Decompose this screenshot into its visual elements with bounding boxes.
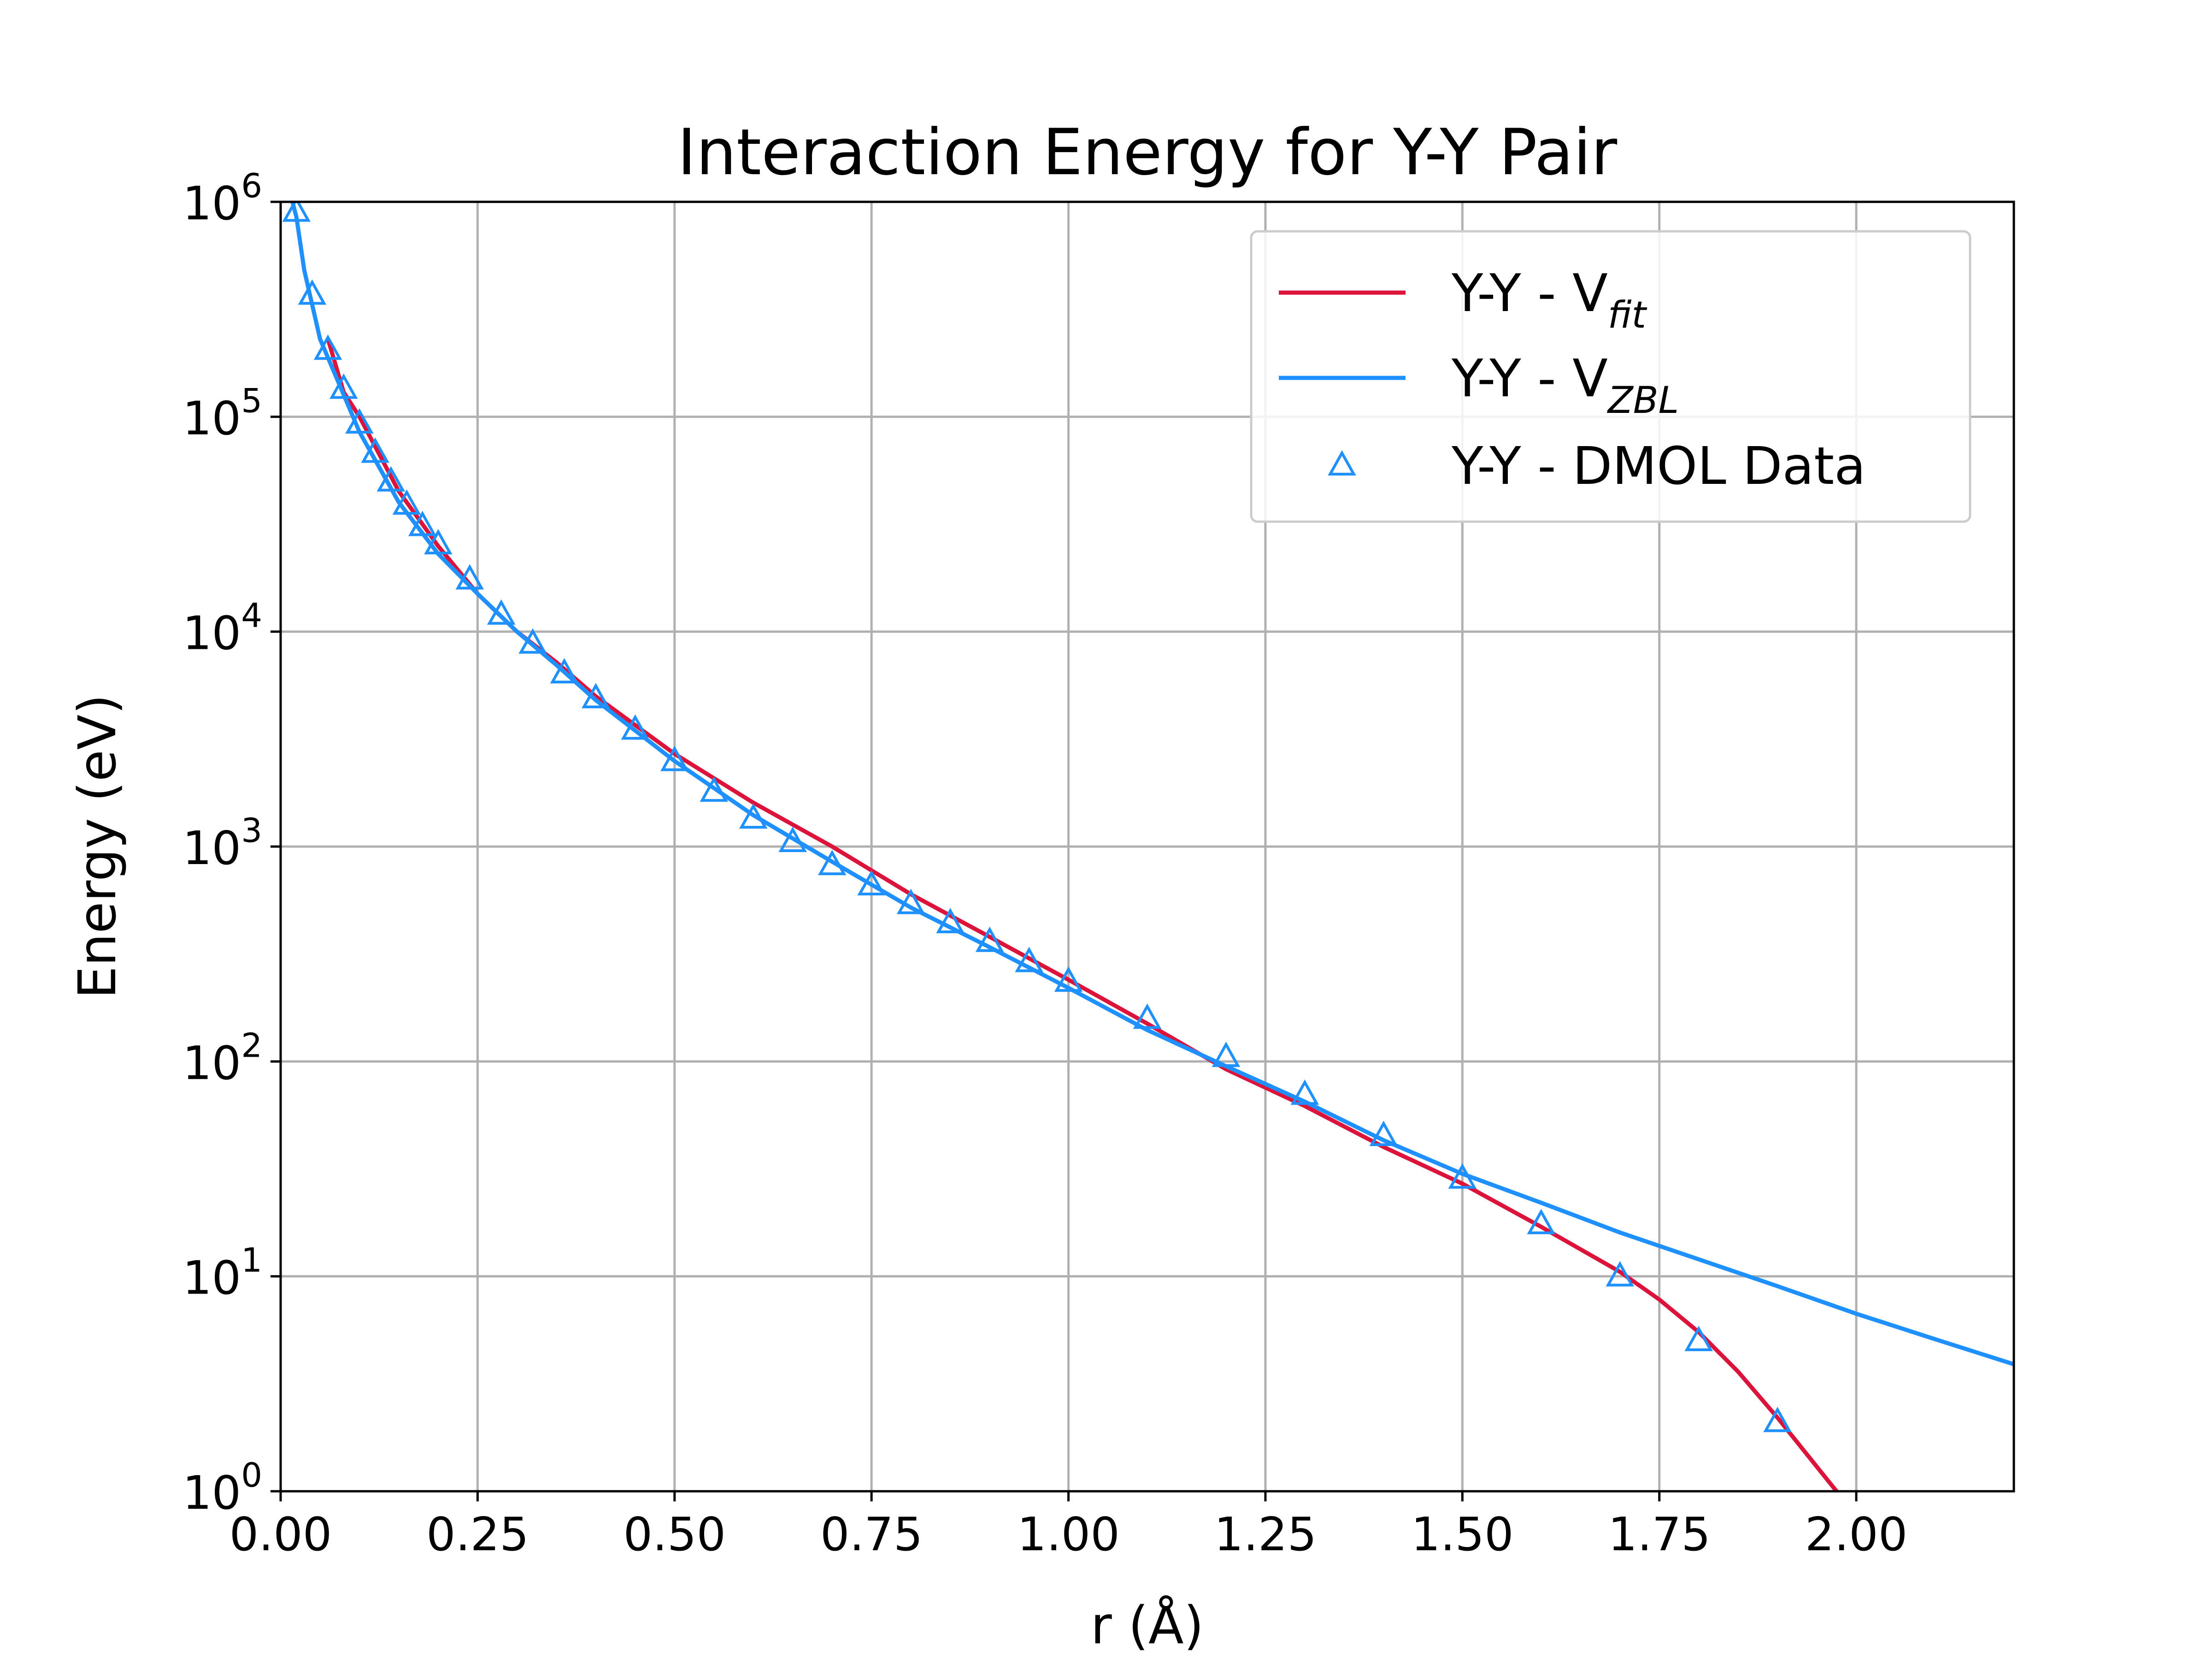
chart-title: Interaction Energy for Y-Y Pair: [677, 115, 1618, 189]
data-point: [582, 682, 610, 709]
data-point: [1054, 966, 1083, 992]
data-point: [1527, 1209, 1556, 1235]
x-tick-label: 0.00: [229, 1507, 332, 1561]
data-point: [857, 870, 886, 896]
y-tick-label: 104: [182, 596, 262, 660]
data-point: [1290, 1079, 1319, 1105]
legend-entry-label: Y-Y - VZBL: [1451, 349, 1679, 422]
data-point: [818, 850, 847, 876]
legend: Y-Y - Vfit Y-Y - VZBL Y-Y - DMOL Data: [1250, 230, 1971, 523]
data-point: [424, 529, 453, 554]
legend-entry-label: Y-Y - Vfit: [1451, 264, 1647, 336]
data-point: [329, 373, 358, 399]
series-line-zbl: [290, 202, 2014, 1366]
data-point: [1684, 1325, 1713, 1351]
data-point: [345, 408, 374, 434]
legend-swatch-marker: [1328, 450, 1356, 476]
data-point: [700, 776, 729, 802]
data-point: [392, 489, 421, 515]
x-tick-label: 1.25: [1214, 1507, 1317, 1561]
data-point: [377, 466, 406, 492]
x-tick-label: 0.25: [426, 1507, 529, 1561]
y-tick-label: 101: [182, 1241, 262, 1305]
data-point: [1763, 1406, 1792, 1432]
y-tick-label: 100: [182, 1456, 262, 1520]
data-point: [550, 658, 579, 683]
data-point: [408, 511, 437, 536]
data-point: [1369, 1120, 1398, 1146]
data-point: [282, 202, 311, 222]
data-point: [1133, 1003, 1162, 1029]
data-point: [739, 803, 768, 829]
data-point: [1212, 1041, 1241, 1067]
series-layer: [282, 202, 2014, 1491]
legend-entry-label: Y-Y - DMOL Data: [1451, 436, 1866, 496]
x-tick-label: 1.50: [1411, 1507, 1514, 1561]
y-tick-label: 103: [182, 811, 262, 875]
x-tick-label: 1.00: [1017, 1507, 1120, 1561]
series-markers-dmol: [282, 202, 1792, 1432]
data-point: [975, 926, 1004, 952]
x-tick-label: 0.75: [820, 1507, 923, 1561]
data-point: [896, 888, 925, 914]
data-point: [455, 564, 484, 590]
legend-box: [1250, 230, 1971, 523]
x-tick-label: 1.75: [1608, 1507, 1711, 1561]
data-point: [621, 714, 650, 740]
data-point: [660, 746, 689, 771]
x-tick-label: 2.00: [1805, 1507, 1908, 1561]
series-line-fit: [326, 337, 1840, 1491]
data-point: [313, 334, 342, 360]
x-axis-label: r (Å): [1091, 1595, 1204, 1656]
y-tick-label: 105: [182, 381, 262, 445]
data-point: [361, 437, 389, 463]
data-point: [1606, 1261, 1634, 1287]
data-point: [487, 599, 516, 625]
x-tick-label: 0.50: [623, 1507, 726, 1561]
ticks: 0.00 0.25 0.50 0.75 1.00 1.25 1.50 1.75 2.00 100 1…: [182, 166, 1907, 1561]
y-tick-label: 106: [182, 166, 262, 230]
y-axis-label: Energy (eV): [68, 694, 128, 999]
data-point: [518, 628, 547, 654]
data-point: [936, 908, 965, 934]
data-point: [1448, 1163, 1477, 1189]
y-tick-label: 102: [182, 1026, 262, 1090]
data-point: [778, 826, 807, 853]
data-point: [1015, 947, 1043, 972]
data-point: [298, 279, 327, 305]
